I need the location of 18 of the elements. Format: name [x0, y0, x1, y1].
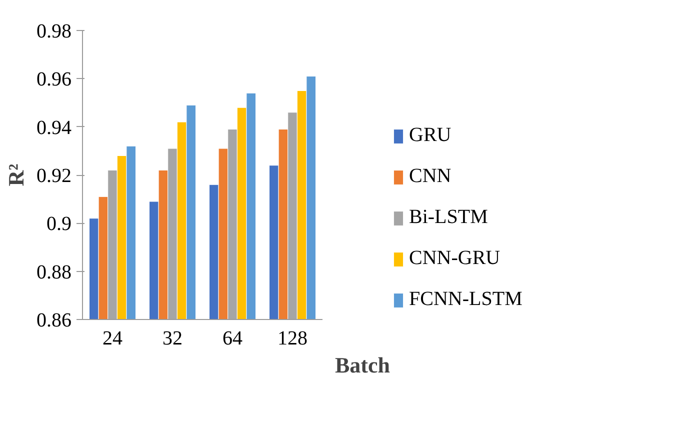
y-tick-label: 0.86 [36, 310, 72, 332]
y-tick-label: 0.92 [36, 165, 72, 187]
y-tick-label: 0.98 [36, 20, 72, 42]
x-tick-label: 64 [222, 328, 242, 350]
legend-label: GRU [409, 124, 452, 147]
x-tick-label: 32 [162, 328, 182, 350]
x-axis-title: Batch [335, 352, 390, 378]
y-axis-title: R² [4, 163, 28, 186]
y-tick-label: 0.96 [36, 68, 72, 91]
legend-label: Bi-LSTM [409, 206, 488, 229]
y-tick-label: 0.94 [36, 116, 72, 139]
y-tick-label: 0.9 [46, 213, 72, 236]
y-tick-label: 0.88 [36, 261, 72, 284]
legend-label: CNN [409, 165, 452, 188]
legend-label: FCNN-LSTM [409, 288, 522, 311]
legend-label: CNN-GRU [409, 247, 500, 270]
x-tick-label: 24 [102, 328, 122, 350]
x-tick-label: 128 [278, 328, 308, 350]
